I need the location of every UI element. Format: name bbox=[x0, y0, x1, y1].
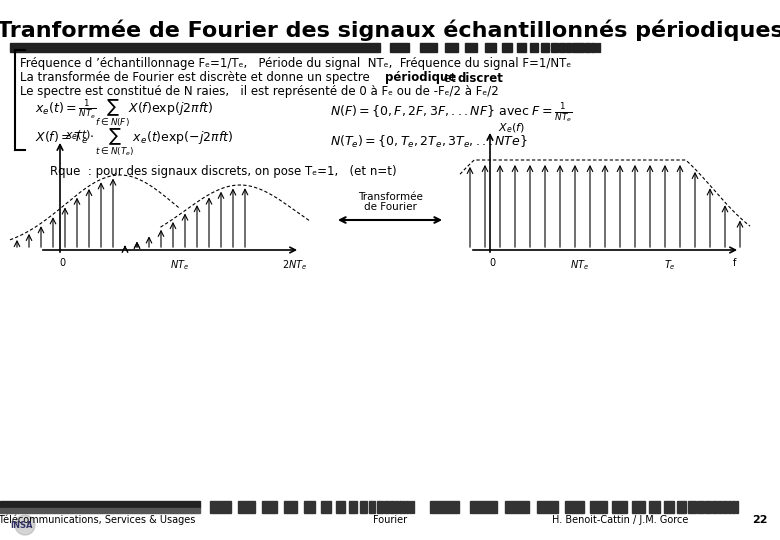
Bar bbox=[541, 43, 549, 52]
Bar bbox=[384, 501, 389, 513]
Bar bbox=[502, 43, 512, 52]
Bar bbox=[577, 43, 581, 52]
Bar bbox=[360, 501, 367, 513]
Bar bbox=[585, 43, 588, 52]
Bar bbox=[597, 43, 598, 52]
Bar bbox=[406, 501, 408, 513]
Bar bbox=[728, 501, 731, 513]
Text: Rque  : pour des signaux discrets, on pose Tₑ=1,   (et n=t): Rque : pour des signaux discrets, on pos… bbox=[50, 165, 396, 179]
Bar bbox=[664, 501, 674, 513]
Bar bbox=[705, 501, 711, 513]
Bar bbox=[593, 43, 594, 52]
Text: discret: discret bbox=[458, 71, 504, 84]
Bar bbox=[377, 501, 383, 513]
Text: $N(T_e) = \{0, T_e, 2T_e, 3T_e,...NTe\}$: $N(T_e) = \{0, T_e, 2T_e, 3T_e,...NTe\}$ bbox=[330, 134, 528, 150]
Bar bbox=[470, 501, 497, 513]
Bar bbox=[517, 43, 526, 52]
Text: $N(F) = \{0, F, 2F, 3F,...NF\}$ avec $F = \frac{1}{NT_e}$: $N(F) = \{0, F, 2F, 3F,...NF\}$ avec $F … bbox=[330, 102, 573, 125]
Bar bbox=[284, 501, 297, 513]
Bar bbox=[590, 501, 607, 513]
Bar bbox=[0, 501, 200, 508]
Bar bbox=[736, 501, 738, 513]
Bar bbox=[0, 508, 200, 513]
Text: $NT_e$: $NT_e$ bbox=[171, 258, 190, 272]
Bar bbox=[465, 43, 477, 52]
Text: $x_e(t) = \frac{1}{NT_e} \sum_{f \in N(F)} X(f)\exp(j2\pi ft)$: $x_e(t) = \frac{1}{NT_e} \sum_{f \in N(F… bbox=[35, 97, 213, 129]
Text: f: f bbox=[733, 258, 736, 268]
Text: Tranformée de Fourier des signaux échantillonnés périodiques: Tranformée de Fourier des signaux échant… bbox=[0, 19, 780, 40]
Bar bbox=[632, 501, 645, 513]
Text: 0: 0 bbox=[59, 258, 65, 268]
Text: $NT_e$: $NT_e$ bbox=[570, 258, 590, 272]
Bar bbox=[718, 501, 722, 513]
Bar bbox=[369, 501, 375, 513]
Bar bbox=[566, 43, 571, 52]
Bar bbox=[595, 43, 596, 52]
Bar bbox=[321, 501, 331, 513]
Bar bbox=[413, 501, 414, 513]
Bar bbox=[723, 501, 727, 513]
Bar bbox=[537, 501, 558, 513]
Bar bbox=[238, 501, 255, 513]
Bar bbox=[430, 501, 459, 513]
Bar bbox=[403, 501, 405, 513]
Bar bbox=[732, 501, 735, 513]
Bar bbox=[688, 501, 696, 513]
Text: et: et bbox=[440, 71, 459, 84]
Bar bbox=[677, 501, 686, 513]
Bar bbox=[349, 501, 357, 513]
Text: 0: 0 bbox=[489, 258, 495, 268]
Bar bbox=[409, 501, 410, 513]
Text: $x_e(t)$: $x_e(t)$ bbox=[65, 128, 91, 142]
Bar bbox=[390, 43, 409, 52]
Bar bbox=[262, 501, 277, 513]
Text: $T_e$: $T_e$ bbox=[664, 258, 676, 272]
Bar bbox=[399, 501, 402, 513]
Text: $X(f) = T_e \cdot \sum_{t \in N(T_e)} x_e(t)\exp(-j2\pi ft)$: $X(f) = T_e \cdot \sum_{t \in N(T_e)} x_… bbox=[35, 126, 233, 158]
Bar bbox=[210, 501, 231, 513]
Bar bbox=[572, 43, 577, 52]
Bar bbox=[395, 501, 398, 513]
Text: Fréquence d ’échantillonnage Fₑ=1/Tₑ,   Période du signal  NTₑ,  Fréquence du si: Fréquence d ’échantillonnage Fₑ=1/Tₑ, Pé… bbox=[20, 57, 571, 71]
Bar bbox=[551, 43, 558, 52]
Bar bbox=[599, 43, 600, 52]
Bar bbox=[420, 43, 437, 52]
Bar bbox=[612, 501, 627, 513]
Bar bbox=[649, 501, 660, 513]
Bar bbox=[712, 501, 717, 513]
Text: H. Benoit-Cattin / J.M. Gorce: H. Benoit-Cattin / J.M. Gorce bbox=[551, 515, 688, 525]
Text: La transformée de Fourier est discrète et donne un spectre: La transformée de Fourier est discrète e… bbox=[20, 71, 374, 84]
Bar bbox=[390, 501, 394, 513]
Bar bbox=[581, 43, 584, 52]
Bar bbox=[565, 501, 584, 513]
Text: Dpt. Télécommunications, Services & Usages: Dpt. Télécommunications, Services & Usag… bbox=[0, 515, 195, 525]
Text: $X_e(f)$: $X_e(f)$ bbox=[498, 121, 525, 135]
Text: Le spectre est constitué de N raies,   il est représenté de 0 à Fₑ ou de -Fₑ/2 à: Le spectre est constitué de N raies, il … bbox=[20, 85, 498, 98]
Bar bbox=[485, 43, 496, 52]
Bar bbox=[304, 501, 315, 513]
Text: de Fourier: de Fourier bbox=[363, 202, 417, 212]
Bar bbox=[591, 43, 593, 52]
Text: INSA: INSA bbox=[10, 521, 33, 530]
Bar bbox=[559, 43, 565, 52]
Bar bbox=[530, 43, 538, 52]
Bar bbox=[336, 501, 345, 513]
Bar bbox=[10, 43, 380, 52]
Text: 22: 22 bbox=[752, 515, 768, 525]
Bar bbox=[697, 501, 704, 513]
Bar bbox=[445, 43, 458, 52]
Bar bbox=[505, 501, 529, 513]
Text: Transformée: Transformée bbox=[357, 192, 423, 202]
Text: périodique: périodique bbox=[385, 71, 456, 84]
Bar bbox=[588, 43, 590, 52]
Text: Fourier: Fourier bbox=[373, 515, 407, 525]
Bar bbox=[411, 501, 412, 513]
Text: $2NT_e$: $2NT_e$ bbox=[282, 258, 307, 272]
Circle shape bbox=[15, 515, 35, 535]
